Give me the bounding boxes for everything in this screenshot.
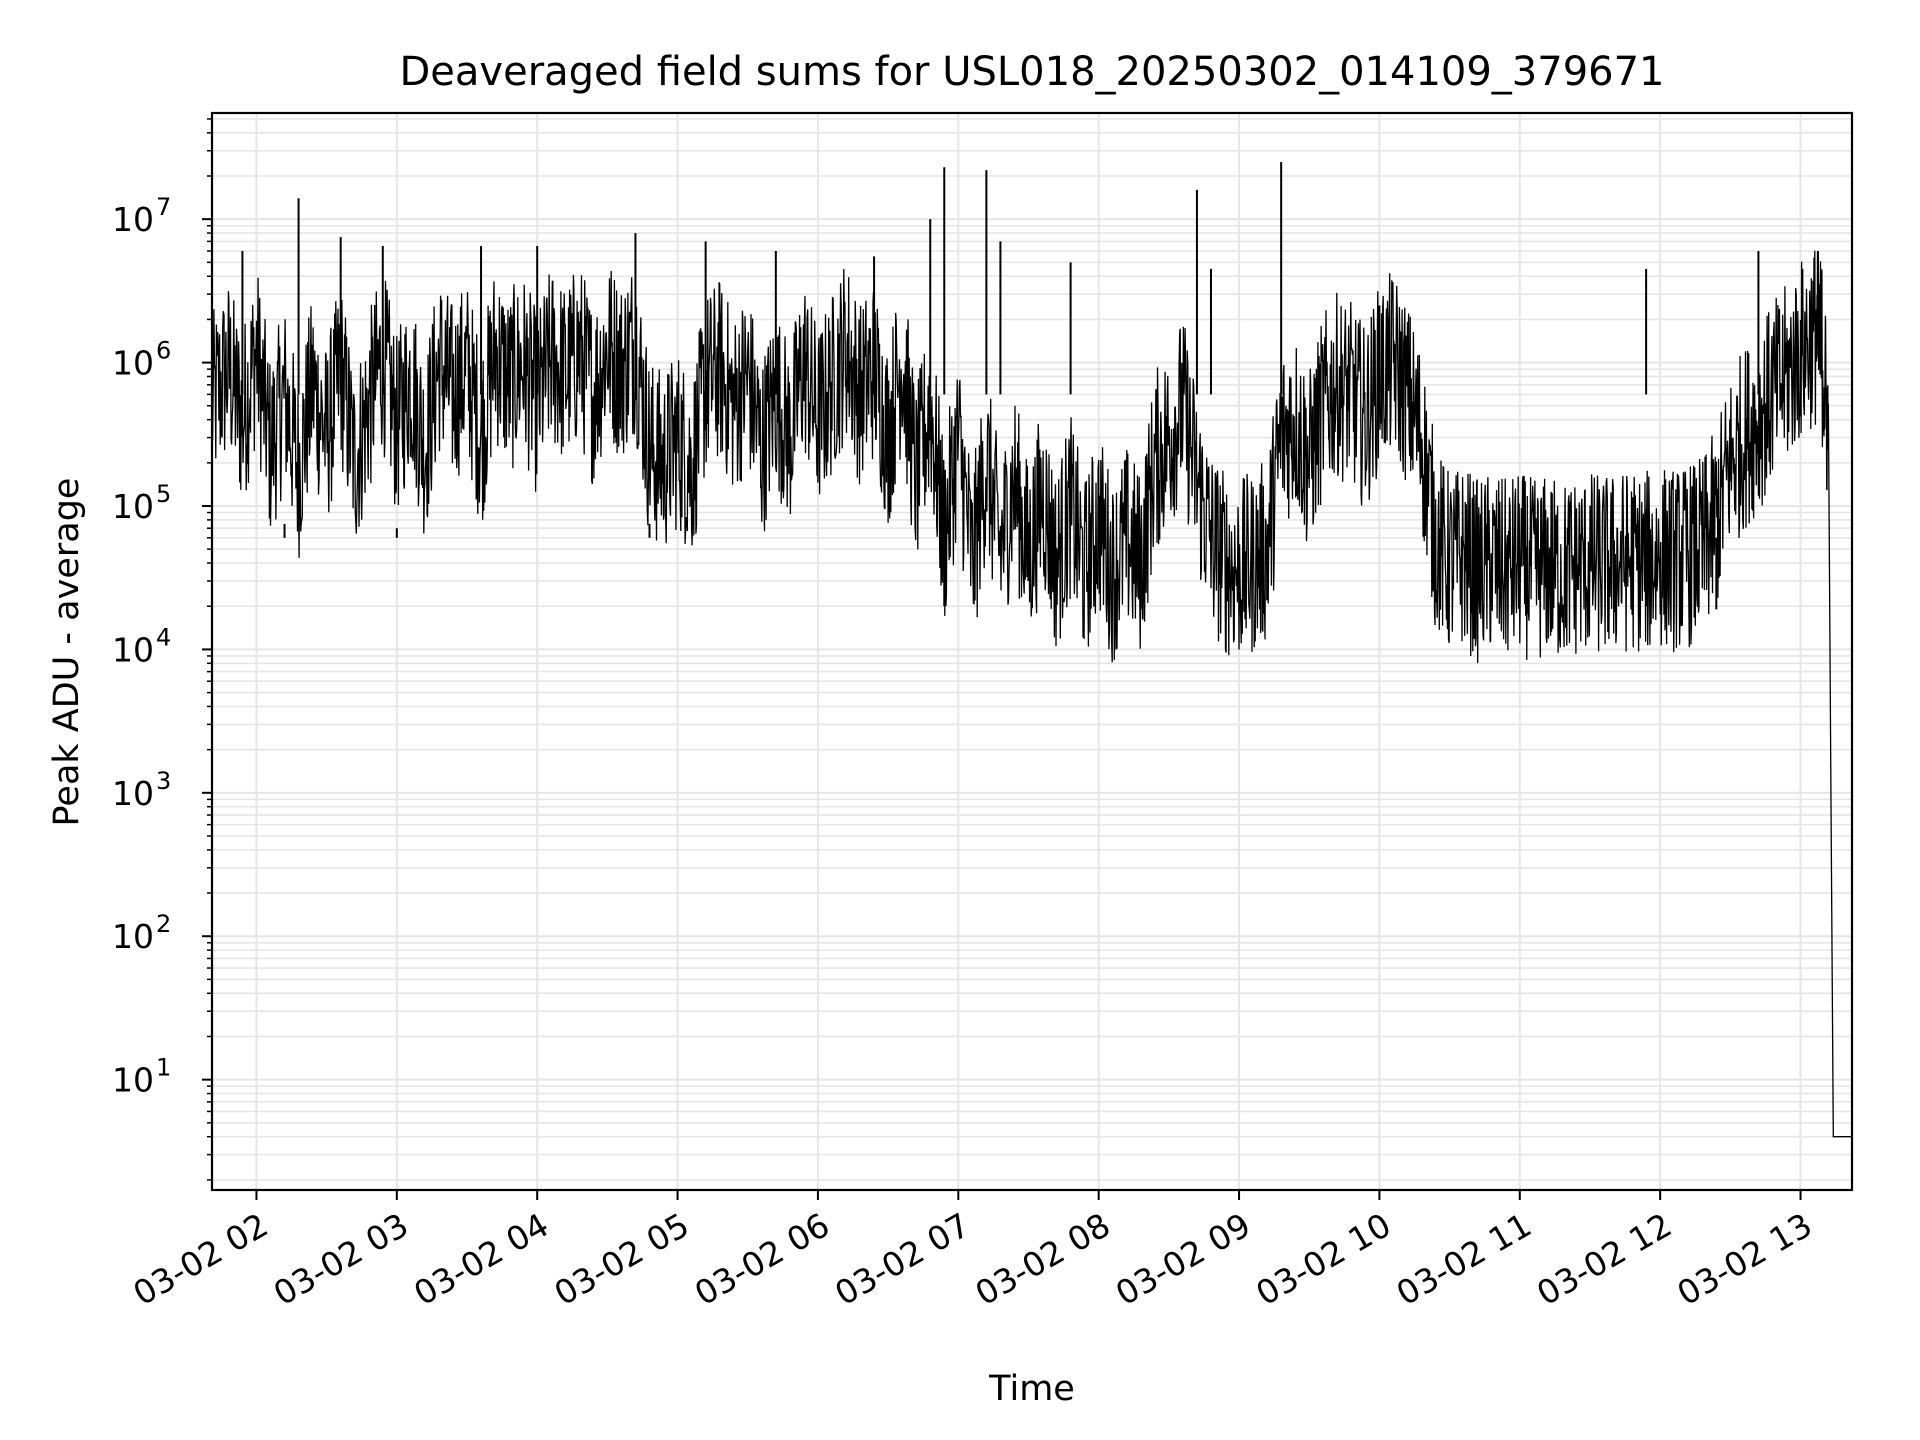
grid	[212, 113, 1852, 1190]
y-tick-exponent: 5	[156, 480, 171, 508]
y-axis-label: Peak ADU - average	[47, 478, 87, 827]
y-tick-label: 10	[112, 630, 154, 669]
y-tick-label: 10	[112, 200, 154, 239]
x-axis-label: Time	[988, 1369, 1075, 1409]
plot-frame	[210, 111, 1854, 1192]
y-tick-exponent: 3	[156, 767, 171, 795]
y-tick-label: 10	[112, 917, 154, 956]
y-tick-label: 10	[112, 344, 154, 383]
y-tick-exponent: 2	[156, 910, 171, 938]
series-layer	[211, 162, 1852, 1138]
y-tick-label: 10	[112, 774, 154, 813]
y-tick-exponent: 7	[156, 193, 171, 221]
y-tick-exponent: 4	[156, 623, 171, 651]
y-tick-exponent: 1	[156, 1054, 171, 1082]
y-tick-label: 10	[112, 1061, 154, 1100]
y-tick-label: 10	[112, 487, 154, 526]
series-line	[211, 250, 1852, 1138]
y-tick-exponent: 6	[156, 337, 171, 365]
chart-title: Deaveraged field sums for USL018_2025030…	[400, 49, 1665, 95]
